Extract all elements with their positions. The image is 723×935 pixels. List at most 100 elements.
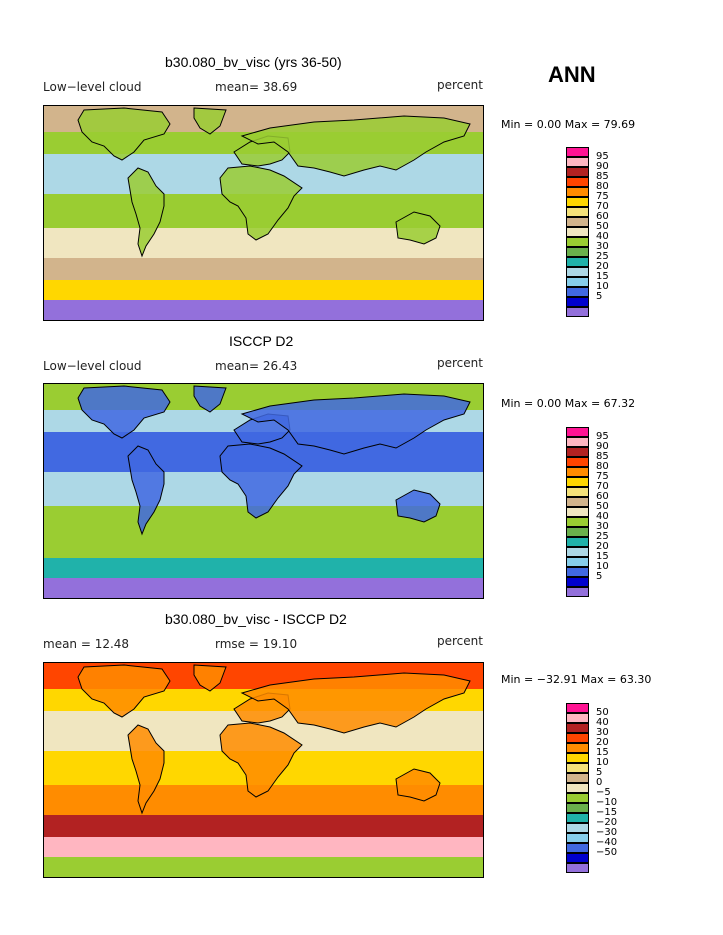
colorbar-swatch [566, 853, 589, 863]
panel-title: ISCCP D2 [229, 333, 294, 349]
colorbar-tick-label: 70 [596, 481, 609, 492]
rmse-label: rmse = 19.10 [215, 637, 298, 651]
continent-outline [240, 672, 471, 734]
colorbar-tick-label: 0 [596, 777, 603, 788]
colorbar-swatch [566, 507, 589, 517]
colorbar-tick-label: 10 [596, 757, 609, 768]
colorbar-swatch [566, 177, 589, 187]
colorbar-tick-label: 30 [596, 727, 609, 738]
colorbar-tick-label: 95 [596, 151, 609, 162]
colorbar-swatch [566, 157, 589, 167]
colorbar-swatch [566, 437, 589, 447]
colorbar-swatch [566, 297, 589, 307]
colorbar-swatch [566, 497, 589, 507]
unit-label: percent [437, 78, 483, 92]
mean-label: mean= 38.69 [215, 80, 298, 94]
colorbar-swatch [566, 863, 589, 873]
variable-label: Low−level cloud [43, 359, 142, 373]
min-max-label: Min = −32.91 Max = 63.30 [501, 673, 652, 686]
colorbar-tick-label: 85 [596, 451, 609, 462]
latitude-band [44, 578, 483, 598]
colorbar-tick-label: 75 [596, 191, 609, 202]
colorbar-tick-label: 30 [596, 241, 609, 252]
colorbar-swatch [566, 567, 589, 577]
colorbar-tick-label: 15 [596, 551, 609, 562]
colorbar-tick-label: 60 [596, 211, 609, 222]
continent-outline [193, 385, 227, 413]
colorbar-swatch [566, 577, 589, 587]
latitude-band [44, 258, 483, 280]
colorbar-tick-label: −50 [596, 847, 618, 858]
mean-label: mean = 12.48 [43, 637, 130, 651]
latitude-band [44, 815, 483, 837]
colorbar-tick-label: 60 [596, 491, 609, 502]
colorbar-swatch [566, 763, 589, 773]
colorbar-swatch [566, 257, 589, 267]
mean-label: mean= 26.43 [215, 359, 298, 373]
colorbar-tick-label: 90 [596, 161, 609, 172]
colorbar-swatch [566, 703, 589, 713]
colorbar-tick-label: 30 [596, 521, 609, 532]
latitude-band [44, 837, 483, 857]
colorbar-tick-label: −5 [596, 787, 611, 798]
colorbar-tick-label: 80 [596, 461, 609, 472]
colorbar-swatch [566, 833, 589, 843]
min-max-label: Min = 0.00 Max = 67.32 [501, 397, 636, 410]
continent-outline [219, 722, 303, 798]
colorbar-swatch [566, 743, 589, 753]
min-max-label: Min = 0.00 Max = 79.69 [501, 118, 636, 131]
colorbar-tick-label: 5 [596, 571, 603, 582]
colorbar-tick-label: 70 [596, 201, 609, 212]
colorbar-tick-label: 50 [596, 221, 609, 232]
continent-outline [219, 443, 303, 519]
world-map [43, 105, 484, 321]
colorbar-swatch [566, 487, 589, 497]
colorbar-swatch [566, 753, 589, 763]
colorbar-swatch [566, 197, 589, 207]
colorbar-tick-label: −40 [596, 837, 618, 848]
colorbar-swatch [566, 227, 589, 237]
world-map [43, 662, 484, 878]
colorbar-tick-label: 5 [596, 291, 603, 302]
colorbar-swatch [566, 823, 589, 833]
latitude-band [44, 536, 483, 558]
continent-outline [127, 167, 165, 258]
colorbar: 50 40 30 20 15 10 5 0 −5 −10 −15 −20 −30 −40 −50 [566, 703, 617, 873]
colorbar-swatch [566, 547, 589, 557]
colorbar-swatch [566, 517, 589, 527]
colorbar-swatch [566, 147, 589, 157]
colorbar-swatch [566, 537, 589, 547]
colorbar-swatch [566, 247, 589, 257]
continent-outline [77, 385, 171, 439]
colorbar-swatch [566, 237, 589, 247]
continent-outline [395, 768, 441, 802]
colorbar-swatch [566, 287, 589, 297]
continent-outline [219, 165, 303, 241]
world-map [43, 383, 484, 599]
colorbar-tick-label: 15 [596, 271, 609, 282]
colorbar-swatch [566, 723, 589, 733]
colorbar-swatch [566, 217, 589, 227]
colorbar-swatch [566, 187, 589, 197]
colorbar-tick-label: 80 [596, 181, 609, 192]
colorbar-swatch [566, 307, 589, 317]
colorbar-tick-label: −15 [596, 807, 618, 818]
latitude-band [44, 280, 483, 300]
panel-title: b30.080_bv_visc (yrs 36-50) [165, 54, 342, 70]
colorbar-tick-label: 50 [596, 707, 609, 718]
continent-outline [395, 489, 441, 523]
colorbar-tick-label: 90 [596, 441, 609, 452]
colorbar-tick-label: 20 [596, 737, 609, 748]
colorbar-tick-label: 10 [596, 561, 609, 572]
continent-outline [240, 393, 471, 455]
continent-outline [127, 724, 165, 815]
colorbar-swatch [566, 793, 589, 803]
colorbar-swatch [566, 813, 589, 823]
colorbar-tick-label: 95 [596, 431, 609, 442]
colorbar: 95 90 85 80 75 70 60 50 40 30 25 20 15 10 5 [566, 147, 609, 317]
season-label: ANN [548, 62, 596, 87]
colorbar-tick-label: −20 [596, 817, 618, 828]
unit-label: percent [437, 634, 483, 648]
colorbar-tick-label: 15 [596, 747, 609, 758]
colorbar-tick-label: 40 [596, 511, 609, 522]
